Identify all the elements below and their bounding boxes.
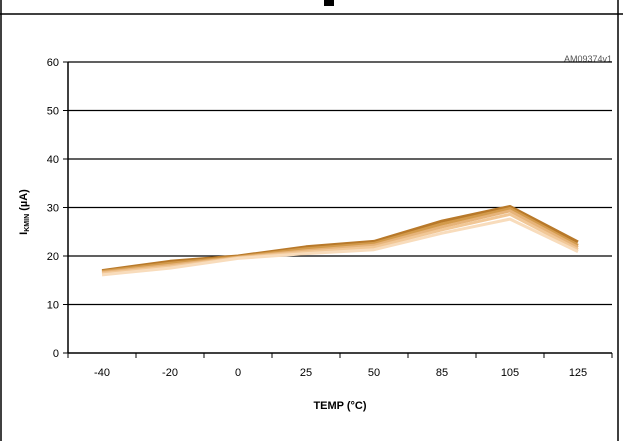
x-tick-label: 50: [368, 367, 380, 379]
y-axis-label-unit: (µA): [18, 189, 30, 214]
y-axis-label: IKMIN (µA): [18, 189, 31, 235]
cropped-title-glyph: [324, 0, 334, 6]
x-tick-label: -20: [162, 367, 178, 379]
gridlines: [68, 61, 612, 306]
y-axis-ticks: 0 10 20 30 40 50 60: [47, 57, 68, 360]
x-tick-label: -40: [94, 367, 110, 379]
y-axis-label-subscript: KMIN: [24, 214, 31, 232]
y-tick-label: 40: [47, 154, 59, 166]
x-tick-label: 25: [300, 367, 312, 379]
y-tick-label: 60: [47, 57, 59, 69]
series-line-5: [101, 217, 579, 277]
y-tick-label: 50: [47, 106, 59, 118]
x-axis-label: TEMP (°C): [313, 400, 366, 412]
y-tick-label: 10: [47, 300, 59, 312]
x-tick-label: 85: [436, 367, 448, 379]
series-line-1: [101, 205, 579, 273]
x-tick-label: 0: [235, 367, 241, 379]
x-axis-ticks: -40 -20 0 25 50 85 105 125: [67, 353, 613, 379]
x-tick-label: 105: [501, 367, 519, 379]
x-tick-label: 125: [569, 367, 587, 379]
y-tick-label: 0: [53, 348, 59, 360]
chart-watermark: AM09374v1: [564, 54, 612, 64]
y-axis-label-main: I: [18, 232, 30, 235]
y-tick-label: 20: [47, 251, 59, 263]
y-tick-label: 30: [47, 203, 59, 215]
series-lines: [101, 205, 579, 277]
series-line-2: [101, 207, 579, 273]
